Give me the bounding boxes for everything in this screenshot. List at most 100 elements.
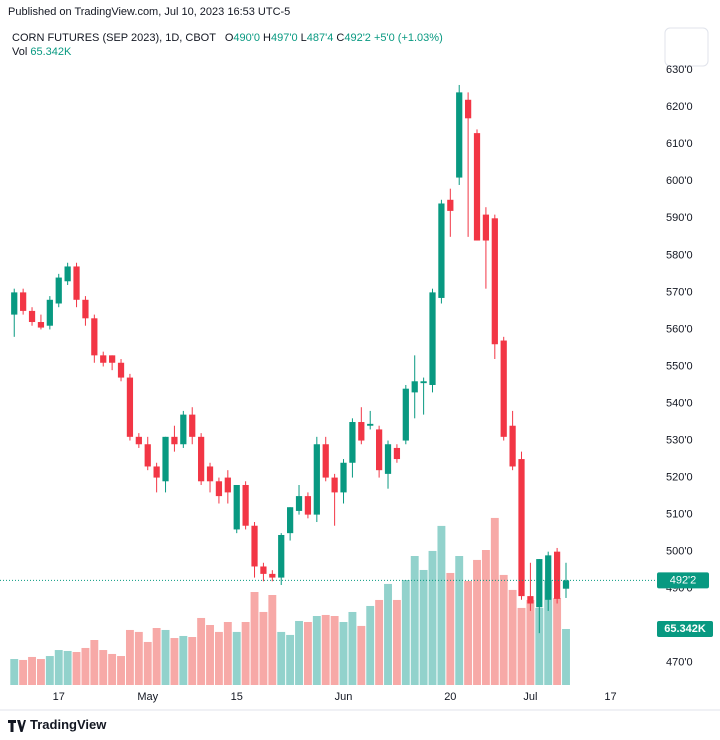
settings-box[interactable] (664, 27, 709, 67)
volume-bar (28, 656, 36, 685)
candle-body (438, 203, 445, 298)
candle-body (117, 362, 125, 378)
ohlc-value: 492'2 (344, 32, 371, 44)
y-tick-label: 520'0 (666, 471, 693, 483)
vol-value: 65.342K (30, 46, 72, 58)
volume-bar (553, 598, 562, 685)
candle-body (260, 566, 267, 574)
y-tick-label: 580'0 (666, 249, 693, 261)
ohlc-value: 490'0 (233, 32, 260, 44)
volume-bar (446, 572, 455, 685)
candle-body (55, 277, 62, 304)
candle-body (349, 422, 356, 463)
y-tick-label: 470'0 (666, 657, 693, 669)
candle-body (180, 414, 187, 445)
volume-bar (223, 622, 232, 685)
candle-body (536, 559, 543, 608)
volume-value-box (657, 620, 713, 637)
volume-bar (241, 622, 250, 685)
logo-text: TradingView (30, 717, 107, 732)
volume-bar (188, 637, 197, 685)
volume-bar (419, 569, 428, 685)
volume-bar (143, 641, 152, 685)
volume-bar (455, 556, 464, 685)
candle-body (242, 484, 249, 526)
candle-body (313, 444, 320, 515)
volume-value-label: 65.342K (664, 623, 706, 635)
volume-bar (366, 605, 375, 685)
candle-body (545, 555, 552, 600)
candle-body (73, 266, 80, 300)
volume-bar (125, 629, 134, 685)
candle-body (64, 266, 71, 282)
volume-bar (197, 617, 206, 685)
volume-bar (259, 611, 268, 685)
ohlc-key: L (300, 32, 307, 44)
symbol-title: CORN FUTURES (SEP 2023), 1D, CBOT (12, 32, 216, 44)
volume-bar (286, 634, 295, 685)
volume-bar (250, 592, 259, 685)
y-tick-label: 560'0 (666, 323, 693, 335)
last-price-box (657, 572, 709, 589)
volume-bar (401, 580, 410, 685)
volume-bar (499, 574, 508, 685)
y-tick-label: 620'0 (666, 101, 693, 113)
candle-body (109, 355, 116, 363)
ohlc-value: 487'4 (306, 32, 334, 44)
candle-body (500, 340, 507, 437)
volume-bar (99, 650, 108, 685)
candle-body (100, 355, 107, 363)
candle-body (376, 429, 383, 471)
volume-legend: Vol 65.342K (12, 46, 71, 58)
y-tick-label: 540'0 (666, 397, 693, 409)
candle-body (189, 414, 196, 437)
candle-body (171, 436, 178, 445)
volume-bar (437, 525, 446, 685)
logo-icon (8, 720, 26, 732)
candle-body (46, 299, 53, 326)
volume-bar (54, 650, 63, 685)
volume-bar (10, 659, 19, 685)
volume-bar (330, 616, 339, 685)
candle-body (491, 218, 498, 345)
volume-bar (348, 611, 357, 685)
volume-bar (108, 653, 117, 685)
x-tick-label: 17 (604, 691, 616, 703)
x-tick-label: 20 (444, 691, 456, 703)
volume-bar (295, 620, 303, 685)
candle-body (393, 447, 401, 460)
candle-body (464, 99, 472, 119)
volume-bar (410, 556, 419, 685)
candle-body (269, 573, 276, 578)
candle-body (126, 377, 134, 437)
y-tick-label: 600'0 (666, 175, 693, 187)
candle-body (251, 525, 258, 567)
volume-bar (544, 580, 553, 685)
candle-body (527, 596, 534, 604)
volume-bar (90, 640, 99, 685)
candle-body (233, 484, 240, 530)
change: +5'0 (+1.03%) (373, 32, 443, 44)
candle-body (473, 133, 481, 241)
x-tick-label: Jul (523, 691, 537, 703)
candle-body (28, 310, 36, 323)
candle-body (447, 199, 454, 211)
candle-body (153, 466, 160, 478)
candle-body (82, 299, 89, 319)
volume-bar (392, 599, 401, 685)
volume-bar (268, 595, 277, 685)
volume-bar (473, 559, 481, 685)
candle-body (20, 292, 27, 311)
ohlc-value: 497'0 (270, 32, 298, 44)
candle-body (429, 292, 436, 385)
last-price-label: 492'2 (670, 574, 697, 586)
y-tick-label: 610'0 (666, 138, 693, 150)
candle-body (206, 466, 214, 482)
volume-bar (19, 659, 28, 685)
candle-body (420, 381, 427, 384)
volume-bar (357, 625, 366, 685)
x-tick-label: Jun (335, 691, 353, 703)
volume-bar (517, 607, 526, 685)
